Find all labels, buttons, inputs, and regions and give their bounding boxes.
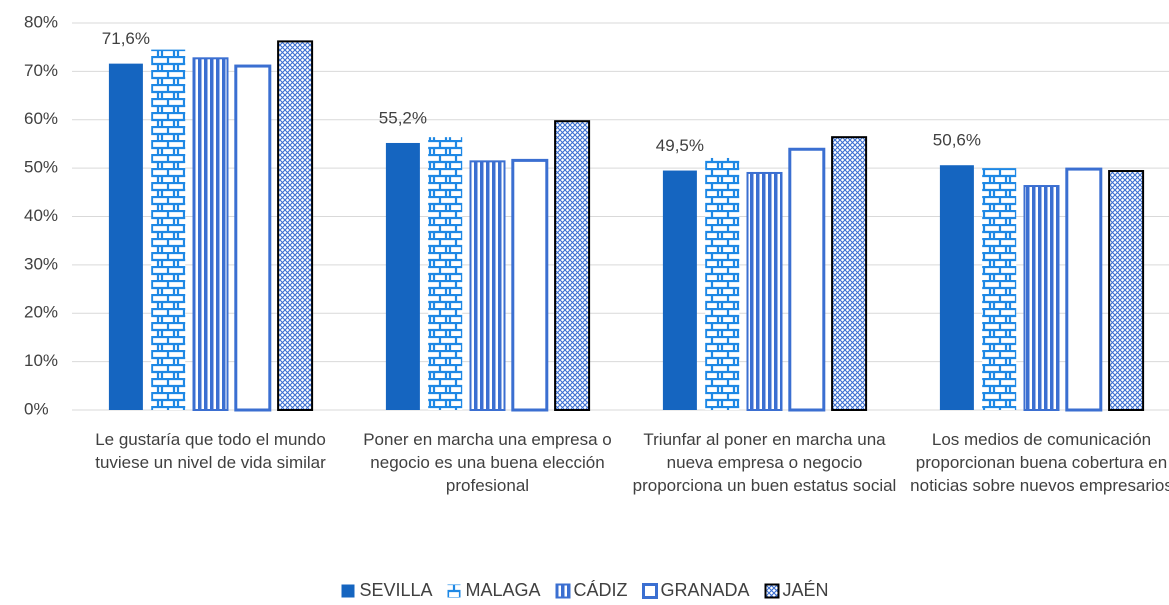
data-label: 50,6% <box>933 131 981 150</box>
bar <box>554 120 591 411</box>
y-tick-label: 40% <box>24 206 58 225</box>
bar <box>982 168 1017 410</box>
bar <box>939 165 974 410</box>
bar <box>428 137 463 411</box>
legend-swatch <box>447 584 461 597</box>
bar <box>1065 167 1103 412</box>
bar <box>662 170 697 410</box>
data-label: 55,2% <box>379 108 427 127</box>
legend-swatch <box>341 584 355 597</box>
bar <box>277 40 314 411</box>
legend-label: SEVILLA <box>359 580 433 600</box>
legend-label: CÁDIZ <box>573 580 628 600</box>
legend-entry: GRANADA <box>641 580 750 601</box>
y-tick-label: 20% <box>24 303 58 322</box>
y-tick-label: 60% <box>24 109 58 128</box>
legend-label: MALAGA <box>465 580 541 600</box>
bar <box>1023 185 1060 411</box>
y-tick-label: 50% <box>24 158 58 177</box>
y-tick-label: 30% <box>24 254 58 273</box>
legend-label: GRANADA <box>660 580 750 600</box>
legend-entry: CÁDIZ <box>555 580 628 601</box>
data-label: 49,5% <box>656 136 704 155</box>
bar <box>705 157 740 410</box>
bar <box>151 49 186 410</box>
legend-entry: MALAGA <box>446 580 541 601</box>
bar <box>511 158 549 412</box>
legend-swatch <box>641 582 658 599</box>
bar <box>385 142 420 410</box>
legend: SEVILLA MALAGA CÁDIZ GRANADA JAÉN <box>0 580 1169 601</box>
data-label: 71,6% <box>102 29 150 48</box>
y-tick-label: 0% <box>24 399 49 418</box>
bar <box>192 57 229 411</box>
legend-entry: SEVILLA <box>340 580 432 601</box>
legend-swatch <box>555 583 571 598</box>
y-tick-label: 10% <box>24 351 58 370</box>
bar <box>788 147 826 412</box>
legend-label: JAÉN <box>782 580 829 600</box>
bar <box>108 63 143 410</box>
x-tick-label: Los medios de comunicación proporcionan … <box>910 430 1169 495</box>
y-tick-label: 80% <box>24 12 58 31</box>
bar <box>831 136 868 411</box>
bar <box>469 160 506 411</box>
x-tick-label: Le gustaría que todo el mundo tuviese un… <box>95 430 326 472</box>
legend-entry: JAÉN <box>764 580 829 601</box>
y-tick-label: 70% <box>24 61 58 80</box>
legend-swatch <box>764 583 780 598</box>
bar <box>234 64 272 412</box>
bar <box>1108 170 1145 411</box>
bar <box>746 171 783 411</box>
x-tick-label: Poner en marcha una empresa o negocio es… <box>363 430 612 495</box>
x-tick-label: Triunfar al poner en marcha una nueva em… <box>632 430 897 495</box>
